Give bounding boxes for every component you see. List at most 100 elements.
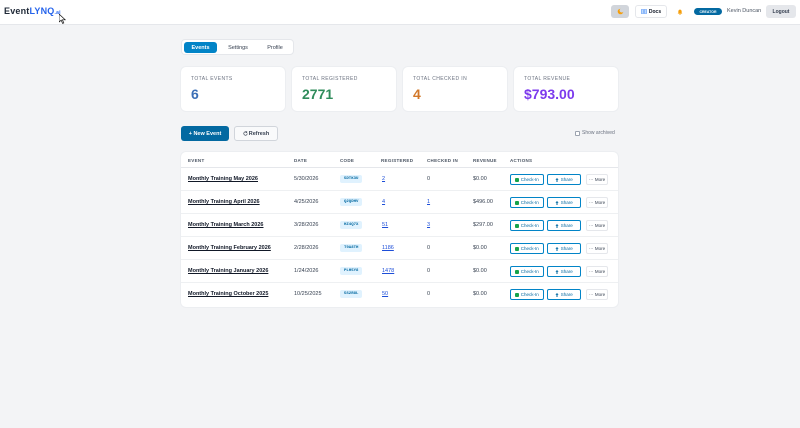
- more-button[interactable]: ··· More: [586, 266, 608, 277]
- docs-button[interactable]: Docs: [635, 5, 667, 18]
- checked-in-count-link[interactable]: 1: [427, 199, 431, 205]
- stat-label: TOTAL CHECKED IN: [413, 76, 468, 82]
- share-button[interactable]: Share: [547, 174, 581, 185]
- tab-events[interactable]: Events: [184, 42, 217, 53]
- more-button[interactable]: ··· More: [586, 243, 608, 254]
- more-button[interactable]: ··· More: [586, 220, 608, 231]
- more-label: More: [594, 200, 606, 205]
- column-header-date: DATE: [294, 158, 308, 163]
- user-name: Kevin Duncan: [727, 8, 762, 14]
- event-name-link[interactable]: Monthly Training October 2025: [188, 291, 269, 297]
- brand-suffix: .ai: [54, 10, 61, 16]
- checked-in-count: 0: [427, 176, 431, 182]
- event-code-badge: Q2QDHV: [340, 198, 363, 206]
- share-button[interactable]: Share: [547, 266, 581, 277]
- checked-in-count: 0: [427, 291, 431, 297]
- event-date: 2/28/2026: [294, 245, 319, 251]
- event-name-link[interactable]: Monthly Training January 2026: [188, 268, 269, 274]
- event-code-badge: HZ4Q7X: [340, 221, 363, 229]
- brand-logo[interactable]: EventLYNQ.ai: [4, 6, 61, 16]
- check-icon: [515, 292, 520, 297]
- check-in-label: Check-In: [520, 177, 539, 182]
- check-in-button[interactable]: Check-In: [510, 197, 544, 208]
- event-revenue: $0.00: [473, 245, 487, 251]
- column-header-actions: ACTIONS: [510, 158, 533, 163]
- event-code-badge: PLH5Y8: [340, 267, 363, 275]
- registered-count-link[interactable]: 1478: [382, 268, 395, 274]
- check-in-button[interactable]: Check-In: [510, 243, 544, 254]
- stat-label: TOTAL REVENUE: [524, 76, 571, 82]
- stat-value: $793.00: [524, 86, 575, 102]
- tab-profile[interactable]: Profile: [267, 44, 283, 51]
- tab-settings[interactable]: Settings: [228, 44, 248, 51]
- registered-count-link[interactable]: 50: [382, 291, 389, 297]
- event-name-link[interactable]: Monthly Training May 2026: [188, 176, 258, 182]
- bell-icon: [677, 9, 683, 15]
- share-label: Share: [560, 246, 573, 251]
- event-name-link[interactable]: Monthly Training February 2026: [188, 245, 271, 251]
- table-row: Monthly Training May 2026 5/30/2026 5DTK…: [181, 168, 618, 191]
- stat-card-total-revenue: TOTAL REVENUE $793.00: [514, 67, 618, 111]
- event-date: 4/25/2026: [294, 199, 319, 205]
- event-date: 10/25/2025: [294, 291, 322, 297]
- checked-in-count-link[interactable]: 3: [427, 222, 431, 228]
- share-icon: [555, 269, 559, 274]
- event-name-link[interactable]: Monthly Training April 2026: [188, 199, 260, 205]
- check-icon: [515, 223, 520, 228]
- share-icon: [555, 246, 559, 251]
- event-code-badge: T9A8TH: [340, 244, 363, 252]
- ellipsis-icon: ···: [588, 292, 594, 297]
- check-icon: [515, 269, 520, 274]
- brand-name-part1: Event: [4, 6, 30, 16]
- registered-count-link[interactable]: 1186: [382, 245, 394, 251]
- logout-button[interactable]: Logout: [766, 5, 796, 18]
- share-icon: [555, 200, 559, 205]
- ellipsis-icon: ···: [588, 200, 594, 205]
- registered-count-link[interactable]: 51: [382, 222, 389, 228]
- more-button[interactable]: ··· More: [586, 289, 608, 300]
- check-in-button[interactable]: Check-In: [510, 174, 544, 185]
- new-event-button[interactable]: + New Event: [181, 126, 229, 141]
- table-row: Monthly Training February 2026 2/28/2026…: [181, 237, 618, 260]
- check-icon: [515, 200, 520, 205]
- check-in-button[interactable]: Check-In: [510, 266, 544, 277]
- refresh-icon: [243, 131, 248, 136]
- events-table: EVENT DATE CODE REGISTERED CHECKED IN RE…: [181, 152, 618, 307]
- more-button[interactable]: ··· More: [586, 197, 608, 208]
- header-divider: [181, 167, 618, 168]
- share-button[interactable]: Share: [547, 243, 581, 254]
- stat-card-total-events: TOTAL EVENTS 6: [181, 67, 285, 111]
- show-archived-checkbox[interactable]: [575, 130, 580, 136]
- registered-count-link[interactable]: 4: [382, 199, 386, 205]
- check-in-button[interactable]: Check-In: [510, 220, 544, 231]
- ellipsis-icon: ···: [588, 177, 594, 182]
- share-label: Share: [560, 269, 573, 274]
- share-button[interactable]: Share: [547, 220, 581, 231]
- event-revenue: $0.00: [473, 291, 487, 297]
- share-button[interactable]: Share: [547, 289, 581, 300]
- mouse-cursor-icon: [59, 14, 67, 24]
- more-button[interactable]: ··· More: [586, 174, 608, 185]
- check-in-label: Check-In: [520, 292, 539, 297]
- event-date: 3/28/2026: [294, 222, 319, 228]
- show-archived-toggle[interactable]: Show archived: [575, 130, 615, 136]
- stat-card-total-registered: TOTAL REGISTERED 2771: [292, 67, 396, 111]
- book-icon: [640, 9, 647, 14]
- checked-in-count: 0: [427, 268, 431, 274]
- registered-count-link[interactable]: 2: [382, 176, 386, 182]
- table-row: Monthly Training January 2026 1/24/2026 …: [181, 260, 618, 283]
- notifications-button[interactable]: [673, 5, 687, 18]
- event-revenue: $0.00: [473, 176, 487, 182]
- share-button[interactable]: Share: [547, 197, 581, 208]
- share-label: Share: [560, 292, 573, 297]
- column-header-registered: REGISTERED: [381, 158, 414, 163]
- event-revenue: $297.00: [473, 222, 493, 228]
- table-row: Monthly Training April 2026 4/25/2026 Q2…: [181, 191, 618, 214]
- share-label: Share: [560, 200, 573, 205]
- theme-toggle-button[interactable]: [611, 5, 629, 18]
- event-code-badge: 5S2R8L: [340, 290, 363, 298]
- check-icon: [515, 177, 520, 182]
- event-name-link[interactable]: Monthly Training March 2026: [188, 222, 264, 228]
- refresh-button[interactable]: Refresh: [234, 126, 278, 141]
- check-in-button[interactable]: Check-In: [510, 289, 544, 300]
